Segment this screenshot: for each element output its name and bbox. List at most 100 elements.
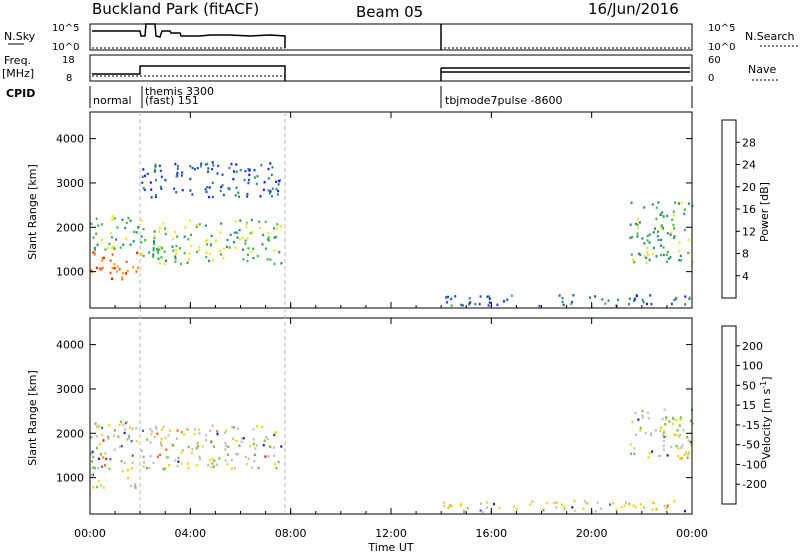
heatmap-cell: [162, 468, 165, 471]
heatmap-cell: [538, 304, 541, 308]
heatmap-cell: [187, 466, 190, 470]
heatmap-cell: [220, 253, 223, 256]
heatmap-cell: [206, 185, 209, 189]
power-panel: 1000 2000 3000 4000 4 8 12 16 20 24 28: [56, 111, 756, 309]
freq-label-2: [MHz]: [2, 67, 34, 80]
heatmap-cell: [162, 425, 165, 429]
heatmap-cell: [118, 268, 121, 271]
heatmap-cell: [604, 302, 607, 305]
heatmap-cell: [126, 438, 129, 441]
heatmap-cell: [275, 466, 278, 470]
heatmap-cell: [652, 501, 655, 504]
heatmap-cell: [277, 183, 280, 186]
freq-tick-bottom: 8: [66, 73, 72, 84]
heatmap-cell: [659, 213, 662, 216]
heatmap-cell: [107, 435, 110, 439]
cpid-segment-themis: themis 3300: [145, 85, 214, 98]
heatmap-cell: [512, 505, 515, 508]
heatmap-cell: [180, 430, 183, 434]
heatmap-cell: [275, 180, 278, 183]
heatmap-cell: [101, 426, 104, 430]
heatmap-cell: [670, 231, 673, 234]
heatmap-cell: [204, 239, 207, 243]
heatmap-cell: [94, 466, 96, 470]
heatmap-cell: [167, 456, 170, 459]
heatmap-cell: [121, 276, 124, 279]
heatmap-cell: [93, 248, 96, 252]
heatmap-cell: [628, 502, 631, 506]
heatmap-cell: [662, 444, 665, 448]
colorbar-tick-label: -50: [742, 439, 760, 452]
heatmap-cell: [236, 427, 239, 430]
heatmap-cell: [160, 437, 163, 441]
heatmap-cell: [104, 464, 106, 467]
heatmap-cell: [650, 432, 652, 435]
heatmap-cell: [652, 246, 655, 250]
heatmap-cell: [562, 303, 565, 307]
heatmap-cell: [119, 420, 122, 423]
heatmap-cell: [240, 437, 243, 440]
y-tick-label: 1000: [56, 266, 84, 279]
heatmap-cell: [488, 297, 491, 301]
heatmap-cell: [150, 196, 153, 199]
heatmap-cell: [181, 171, 184, 174]
heatmap-cell: [250, 231, 253, 234]
heatmap-cell: [226, 463, 229, 466]
heatmap-cell: [480, 502, 482, 505]
heatmap-cell: [132, 265, 135, 269]
heatmap-cell: [662, 226, 665, 230]
x-tick-label: 12:00: [375, 527, 407, 540]
heatmap-cell: [666, 260, 668, 263]
heatmap-cell: [160, 428, 163, 431]
heatmap-cell: [656, 234, 659, 238]
heatmap-cell: [190, 233, 192, 236]
heatmap-cell: [542, 508, 545, 511]
heatmap-cell: [206, 162, 209, 166]
heatmap-cell: [686, 456, 689, 459]
heatmap-cell: [572, 294, 575, 297]
heatmap-cell: [171, 443, 174, 447]
heatmap-cell: [212, 164, 215, 167]
heatmap-cell: [252, 247, 255, 250]
y-tick-label: 1000: [56, 472, 84, 485]
heatmap-cell: [124, 226, 127, 230]
nave-tick-bottom: 0: [708, 73, 714, 84]
heatmap-cell: [175, 244, 178, 248]
heatmap-cell: [225, 429, 228, 432]
heatmap-cell: [93, 247, 96, 250]
heatmap-cell: [101, 433, 104, 437]
colorbar-tick-label: 20: [742, 181, 756, 194]
heatmap-cell: [641, 409, 644, 413]
heatmap-cell: [107, 246, 110, 250]
heatmap-cell: [101, 266, 104, 270]
heatmap-cell: [586, 502, 589, 505]
heatmap-cell: [631, 236, 634, 239]
heatmap-cell: [206, 239, 209, 242]
heatmap-cell: [275, 235, 278, 239]
heatmap-cell: [688, 296, 691, 299]
heatmap-cell: [650, 433, 653, 437]
heatmap-cell: [113, 448, 116, 451]
heatmap-cell: [252, 428, 255, 431]
heatmap-cell: [209, 429, 212, 432]
heatmap-cell: [668, 420, 671, 423]
heatmap-cell: [223, 247, 226, 250]
heatmap-cell: [571, 506, 574, 509]
nsky-strip: N.Sky 10^5 10^0 10^5 10^0 N.Search: [4, 23, 800, 53]
heatmap-cell: [176, 171, 179, 175]
heatmap-cell: [660, 224, 663, 227]
heatmap-cell: [230, 162, 233, 166]
heatmap-cell: [666, 454, 669, 457]
heatmap-cell: [244, 242, 247, 245]
heatmap-cell: [112, 245, 115, 248]
heatmap-cell: [205, 251, 208, 254]
heatmap-cell: [108, 242, 111, 246]
heatmap-cell: [108, 467, 111, 470]
heatmap-cell: [227, 453, 229, 456]
heatmap-cell: [655, 206, 658, 209]
heatmap-cell: [682, 428, 685, 432]
heatmap-cell: [244, 455, 247, 459]
heatmap-cell: [249, 232, 252, 235]
heatmap-cell: [675, 296, 678, 300]
heatmap-cell: [266, 437, 269, 440]
